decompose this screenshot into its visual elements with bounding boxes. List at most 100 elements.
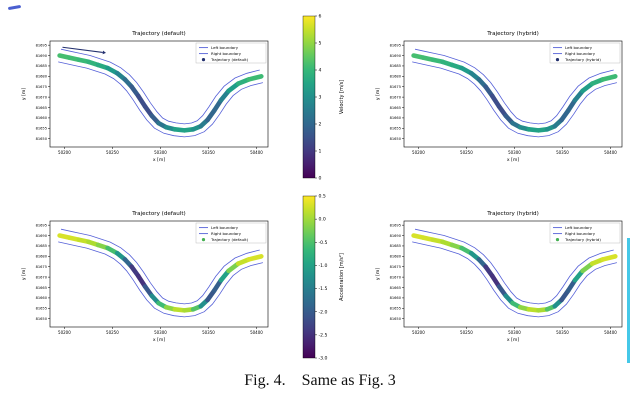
y-axis-label: y [m] <box>21 88 27 100</box>
plot-title: Trajectory (default) <box>131 31 185 37</box>
svg-text:50250: 50250 <box>460 330 473 335</box>
svg-text:50400: 50400 <box>250 330 263 335</box>
left-boundary <box>60 48 260 125</box>
trajectory <box>411 53 618 133</box>
left-boundary <box>414 228 614 305</box>
svg-text:81650: 81650 <box>36 317 48 321</box>
colorbar-label: Acceleration [m/s²] <box>339 253 345 301</box>
svg-text:81660: 81660 <box>36 296 48 300</box>
legend-label: Trajectory (default) <box>210 57 249 62</box>
direction-arrow <box>62 46 106 55</box>
svg-text:81665: 81665 <box>36 106 47 110</box>
plot-title: Trajectory (hybrid) <box>486 211 539 217</box>
svg-text:-2.0: -2.0 <box>319 309 328 315</box>
svg-text:81690: 81690 <box>390 234 402 238</box>
svg-text:6: 6 <box>319 14 322 20</box>
svg-text:81650: 81650 <box>390 137 402 141</box>
svg-text:81665: 81665 <box>36 286 47 290</box>
svg-text:81680: 81680 <box>36 255 48 259</box>
svg-text:81690: 81690 <box>36 234 48 238</box>
svg-text:0.5: 0.5 <box>319 194 326 200</box>
legend-label: Left boundary <box>211 225 239 230</box>
svg-text:81675: 81675 <box>36 85 47 89</box>
colorbar-gradient <box>302 15 316 179</box>
svg-text:50250: 50250 <box>106 330 119 335</box>
legend-label: Left boundary <box>565 45 593 50</box>
svg-text:81695: 81695 <box>36 223 47 227</box>
trajectory <box>57 233 264 313</box>
svg-text:0: 0 <box>319 176 322 182</box>
svg-text:81660: 81660 <box>36 116 48 120</box>
svg-text:81650: 81650 <box>36 137 48 141</box>
y-axis: 81650 81655 81660 81665 81670 81675 81680 81685… <box>390 43 404 141</box>
svg-text:50300: 50300 <box>154 330 167 335</box>
colorbar-acceleration: 0.5 0.0 -0.5 -1.0 -1.5 -2.0 -2.5 -3.0 Accelerati… <box>302 194 345 362</box>
plot-trajectory-hybrid-acceleration: Trajectory (hybrid)50200 50250 50300 50350 5… <box>375 211 623 343</box>
legend-label: Right boundary <box>211 51 242 56</box>
svg-text:2: 2 <box>319 122 322 128</box>
svg-text:1: 1 <box>319 149 322 155</box>
plot-title: Trajectory (hybrid) <box>486 31 539 37</box>
legend-label: Right boundary <box>565 231 596 236</box>
svg-text:-1.5: -1.5 <box>319 286 328 292</box>
svg-text:81670: 81670 <box>36 275 48 279</box>
svg-text:81675: 81675 <box>36 265 47 269</box>
cyan-marker-bar <box>627 238 630 363</box>
colorbar-label: Velocity [m/s] <box>339 80 345 114</box>
colorbar-velocity: 0 1 2 3 4 5 6 Velocity [m/s] <box>302 14 345 182</box>
svg-text:50300: 50300 <box>508 150 521 155</box>
plot-trajectory-default-acceleration: Trajectory (default) 50200 50250 50300 50350… <box>21 211 269 343</box>
x-axis: 50200 50250 50300 50350 50400 <box>412 327 617 335</box>
right-boundary <box>58 61 263 138</box>
svg-text:-3.0: -3.0 <box>319 356 328 362</box>
svg-text:50350: 50350 <box>556 330 569 335</box>
x-axis-label: x [m] <box>153 157 165 163</box>
legend-label: Left boundary <box>565 225 593 230</box>
colorbar-gradient <box>302 195 316 359</box>
svg-text:50200: 50200 <box>412 330 425 335</box>
svg-text:81690: 81690 <box>390 54 402 58</box>
svg-text:0.0: 0.0 <box>319 217 326 223</box>
legend-marker-dot <box>201 238 206 242</box>
x-axis: 50200 50250 50300 50350 50400 <box>58 327 263 335</box>
svg-text:81690: 81690 <box>36 54 48 58</box>
svg-text:81680: 81680 <box>390 75 402 79</box>
svg-text:81660: 81660 <box>390 296 402 300</box>
svg-text:81660: 81660 <box>390 116 402 120</box>
y-axis: 81650 81655 81660 81665 81670 81675 81680 81685… <box>390 223 404 321</box>
svg-text:50400: 50400 <box>250 150 263 155</box>
y-axis-label: y [m] <box>375 268 381 280</box>
x-axis: 50200 50250 50300 50350 50400 <box>412 147 617 155</box>
plot-trajectory-default-velocity: Trajectory (default) 50200 50250 50300 50350… <box>21 31 269 163</box>
left-boundary <box>414 48 614 125</box>
left-boundary <box>60 228 260 305</box>
svg-text:81665: 81665 <box>390 286 401 290</box>
trajectory <box>411 233 618 313</box>
svg-text:81655: 81655 <box>36 127 47 131</box>
svg-text:50300: 50300 <box>508 330 521 335</box>
svg-text:81650: 81650 <box>390 317 402 321</box>
legend-label: Right boundary <box>565 51 596 56</box>
svg-text:81655: 81655 <box>390 127 401 131</box>
svg-text:81695: 81695 <box>36 43 47 47</box>
legend-label: Trajectory (hybrid) <box>564 57 601 62</box>
plot-title: Trajectory (default) <box>131 211 185 217</box>
y-axis-label: y [m] <box>375 88 381 100</box>
svg-text:50200: 50200 <box>58 150 71 155</box>
y-axis: 81650 81655 81660 81665 81670 81675 81680 81685… <box>36 43 50 141</box>
legend-marker-dot <box>201 58 206 62</box>
svg-text:50400: 50400 <box>604 150 617 155</box>
plot-trajectory-hybrid-velocity: Trajectory (hybrid)50200 50250 50300 50350 5… <box>375 31 623 163</box>
svg-text:50400: 50400 <box>604 330 617 335</box>
svg-text:81675: 81675 <box>390 85 401 89</box>
svg-text:81665: 81665 <box>390 106 401 110</box>
right-boundary <box>412 241 617 318</box>
svg-text:50250: 50250 <box>460 150 473 155</box>
svg-text:81655: 81655 <box>36 307 47 311</box>
right-boundary <box>58 241 263 318</box>
